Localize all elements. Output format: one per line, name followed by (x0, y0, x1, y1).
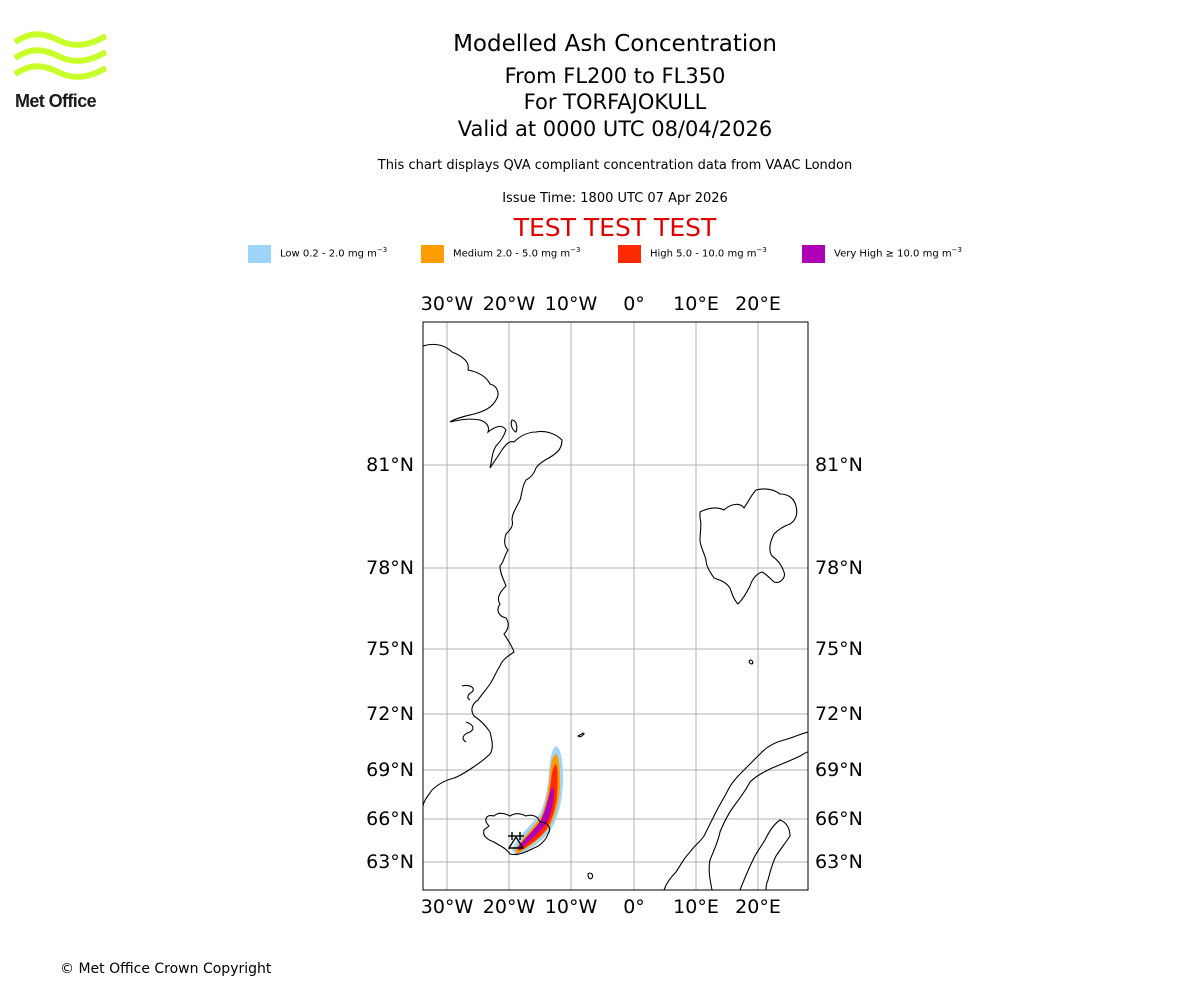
coast-iceland (483, 812, 551, 856)
lat-label-left-66n: 66°N (366, 808, 414, 830)
coast-scandinavia (663, 731, 808, 890)
legend-label-very-high: Very High ≥ 10.0 mg m (834, 248, 952, 260)
lon-label-top-20w: 20°W (483, 293, 536, 315)
lon-label-bottom-10w: 10°W (545, 896, 598, 918)
lat-label-left-75n: 75°N (366, 638, 414, 660)
lon-label-bottom-0: 0° (623, 896, 645, 918)
coast-faroes (587, 872, 594, 880)
copyright-notice: © Met Office Crown Copyright (60, 961, 272, 977)
data-source-note: This chart displays QVA compliant concen… (377, 158, 853, 173)
lon-label-bottom-30w: 30°W (421, 896, 474, 918)
valid-time: Valid at 0000 UTC 08/04/2026 (457, 117, 773, 141)
chart-title: Modelled Ash Concentration (453, 31, 777, 57)
lat-labels-right: 81°N 78°N 75°N 72°N 69°N 66°N 63°N (815, 454, 863, 873)
legend-label-medium: Medium 2.0 - 5.0 mg m (453, 248, 571, 260)
coast-finland (739, 819, 791, 890)
flight-level-range: From FL200 to FL350 (504, 64, 726, 88)
legend-swatch-high (618, 245, 641, 263)
lat-label-right-63n: 63°N (815, 851, 863, 873)
lon-label-bottom-20w: 20°W (483, 896, 536, 918)
lat-label-right-78n: 78°N (815, 557, 863, 579)
issue-time: Issue Time: 1800 UTC 07 Apr 2026 (502, 191, 728, 206)
lat-label-left-81n: 81°N (366, 454, 414, 476)
lon-label-top-30w: 30°W (421, 293, 474, 315)
coast-greenland-island (510, 419, 518, 433)
legend-label-low: Low 0.2 - 2.0 mg m (280, 248, 377, 260)
volcano-triangle-icon (507, 835, 525, 849)
volcano-name: For TORFAJOKULL (523, 90, 707, 114)
lat-label-left-72n: 72°N (366, 703, 414, 725)
map-frame (422, 321, 809, 891)
coast-greenland-fjord-2 (462, 721, 474, 743)
lon-label-top-0: 0° (623, 293, 645, 315)
lat-label-right-66n: 66°N (815, 808, 863, 830)
legend-unit-exp-medium: −3 (570, 246, 581, 254)
legend-swatch-medium (421, 245, 444, 263)
legend-swatch-very-high (802, 245, 825, 263)
lon-labels: 30°W 20°W 10°W 0° 10°E 20°E 30°W 20°W 10… (421, 293, 781, 918)
lon-label-top-10e: 10°E (673, 293, 719, 315)
lat-label-right-81n: 81°N (815, 454, 863, 476)
coast-svalbard-island (748, 659, 754, 665)
lat-label-right-72n: 72°N (815, 703, 863, 725)
legend-label-high: High 5.0 - 10.0 mg m (650, 248, 757, 260)
test-banner: TEST TEST TEST (513, 213, 717, 242)
coast-jan-mayen (577, 732, 585, 738)
coast-svalbard (699, 488, 798, 605)
coast-greenland-fjord (461, 684, 474, 701)
lat-labels-left: 81°N 78°N 75°N 72°N 69°N 66°N 63°N (366, 454, 414, 873)
lon-label-top-20e: 20°E (735, 293, 781, 315)
met-office-logo (14, 31, 108, 80)
legend-swatch-low (248, 245, 271, 263)
lat-label-left-78n: 78°N (366, 557, 414, 579)
legend-unit-exp-very-high: −3 (951, 246, 962, 254)
lat-label-right-75n: 75°N (815, 638, 863, 660)
lon-label-top-10w: 10°W (545, 293, 598, 315)
coastlines (423, 343, 808, 890)
lon-label-bottom-10e: 10°E (673, 896, 719, 918)
lat-label-left-63n: 63°N (366, 851, 414, 873)
met-office-wordmark: Met Office (15, 91, 97, 111)
lat-label-right-69n: 69°N (815, 759, 863, 781)
lat-label-left-69n: 69°N (366, 759, 414, 781)
coast-norway-inland (708, 751, 808, 890)
legend-unit-exp-high: −3 (756, 246, 767, 254)
graticule (423, 322, 808, 890)
volcano-marker (507, 832, 525, 849)
lon-label-bottom-20e: 20°E (735, 896, 781, 918)
legend-unit-exp-low: −3 (376, 246, 388, 254)
coast-greenland (423, 343, 563, 807)
